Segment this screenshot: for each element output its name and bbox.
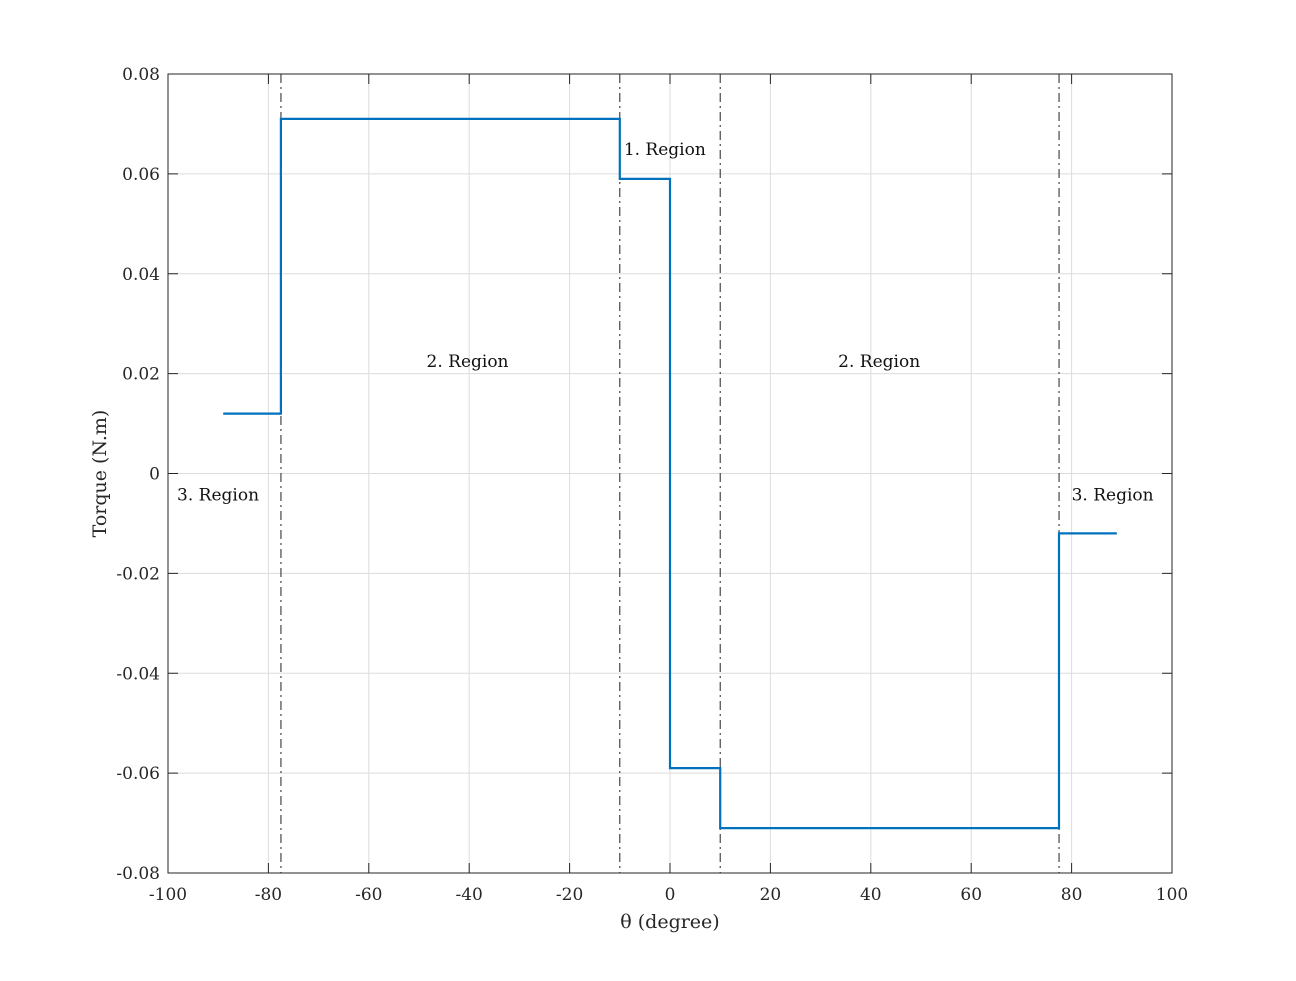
region-annotation: 1. Region xyxy=(624,140,706,160)
y-tick-label: 0.04 xyxy=(122,265,160,285)
tick-layer: -100 -80 -60 -40 -20 0 20 40 60 80 100 -0.08 -0.06 -0… xyxy=(116,65,1188,905)
x-tick-label: 0 xyxy=(665,885,676,905)
y-tick-label: 0.08 xyxy=(122,65,160,85)
region-annotation: 3. Region xyxy=(177,485,259,505)
x-tick-label: -60 xyxy=(355,885,382,905)
y-tick-label: -0.04 xyxy=(116,664,160,684)
x-tick-label: -80 xyxy=(255,885,282,905)
region-annotation: 2. Region xyxy=(427,352,509,372)
series-layer xyxy=(223,117,1117,830)
y-tick-label: 0.06 xyxy=(122,165,160,185)
x-tick-label: 40 xyxy=(860,885,882,905)
x-axis-title: θ (degree) xyxy=(620,911,719,933)
torque-series-line xyxy=(223,117,1117,830)
x-tick-label: 100 xyxy=(1156,885,1188,905)
region-annotation: 2. Region xyxy=(838,352,920,372)
annotation-layer: 1. Region 2. Region 2. Region 3. Region 3. R… xyxy=(177,140,1154,506)
y-tick-label: 0.02 xyxy=(122,365,160,385)
y-tick-label: -0.02 xyxy=(116,564,160,584)
x-tick-label: 20 xyxy=(760,885,782,905)
x-tick-label: 60 xyxy=(960,885,982,905)
x-tick-label: 80 xyxy=(1061,885,1083,905)
region-annotation: 3. Region xyxy=(1072,485,1154,505)
x-tick-label: -40 xyxy=(456,885,483,905)
y-tick-label: 0 xyxy=(149,465,160,485)
y-tick-label: -0.08 xyxy=(116,864,160,884)
y-tick-label: -0.06 xyxy=(116,764,160,784)
y-axis-title: Torque (N.m) xyxy=(89,410,111,538)
x-tick-label: -100 xyxy=(149,885,187,905)
x-tick-label: -20 xyxy=(556,885,583,905)
